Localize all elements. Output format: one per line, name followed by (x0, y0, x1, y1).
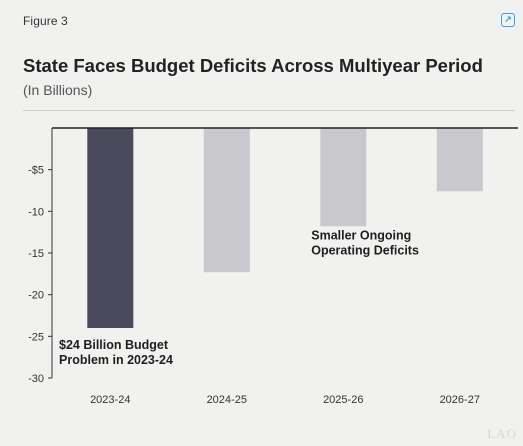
chart-title: State Faces Budget Deficits Across Multi… (23, 55, 483, 76)
y-tick-label: -$5 (28, 165, 44, 177)
x-tick-label: 2023-24 (90, 394, 130, 406)
x-tick-label: 2025-26 (323, 394, 363, 406)
y-tick-label: -30 (28, 373, 44, 385)
chart-annotation: Smaller Ongoing Operating Deficits (311, 229, 419, 258)
lao-watermark: LAO (487, 426, 517, 441)
share-icon[interactable]: ↗ (501, 13, 515, 27)
title-divider (23, 110, 515, 111)
y-tick-label: -20 (28, 290, 44, 302)
bar-2024-25 (203, 128, 250, 273)
y-tick-label: -25 (28, 331, 44, 343)
bar-2023-24 (87, 128, 134, 328)
x-tick-label: 2024-25 (207, 394, 247, 406)
chart-annotation: $24 Billion Budget Problem in 2023-24 (59, 338, 173, 367)
bar-2025-26 (320, 128, 367, 227)
annotation-line: $24 Billion Budget (59, 338, 169, 352)
y-tick-label: -10 (28, 206, 44, 218)
annotation-line: Smaller Ongoing (311, 229, 411, 243)
annotation-line: Problem in 2023-24 (59, 353, 173, 367)
figure-label: Figure 3 (23, 14, 68, 28)
x-tick-label: 2026-27 (440, 394, 480, 406)
annotation-line: Operating Deficits (311, 244, 419, 258)
chart-subtitle: (In Billions) (23, 82, 93, 98)
y-tick-label: -15 (28, 248, 44, 260)
bar-2026-27 (436, 128, 483, 192)
